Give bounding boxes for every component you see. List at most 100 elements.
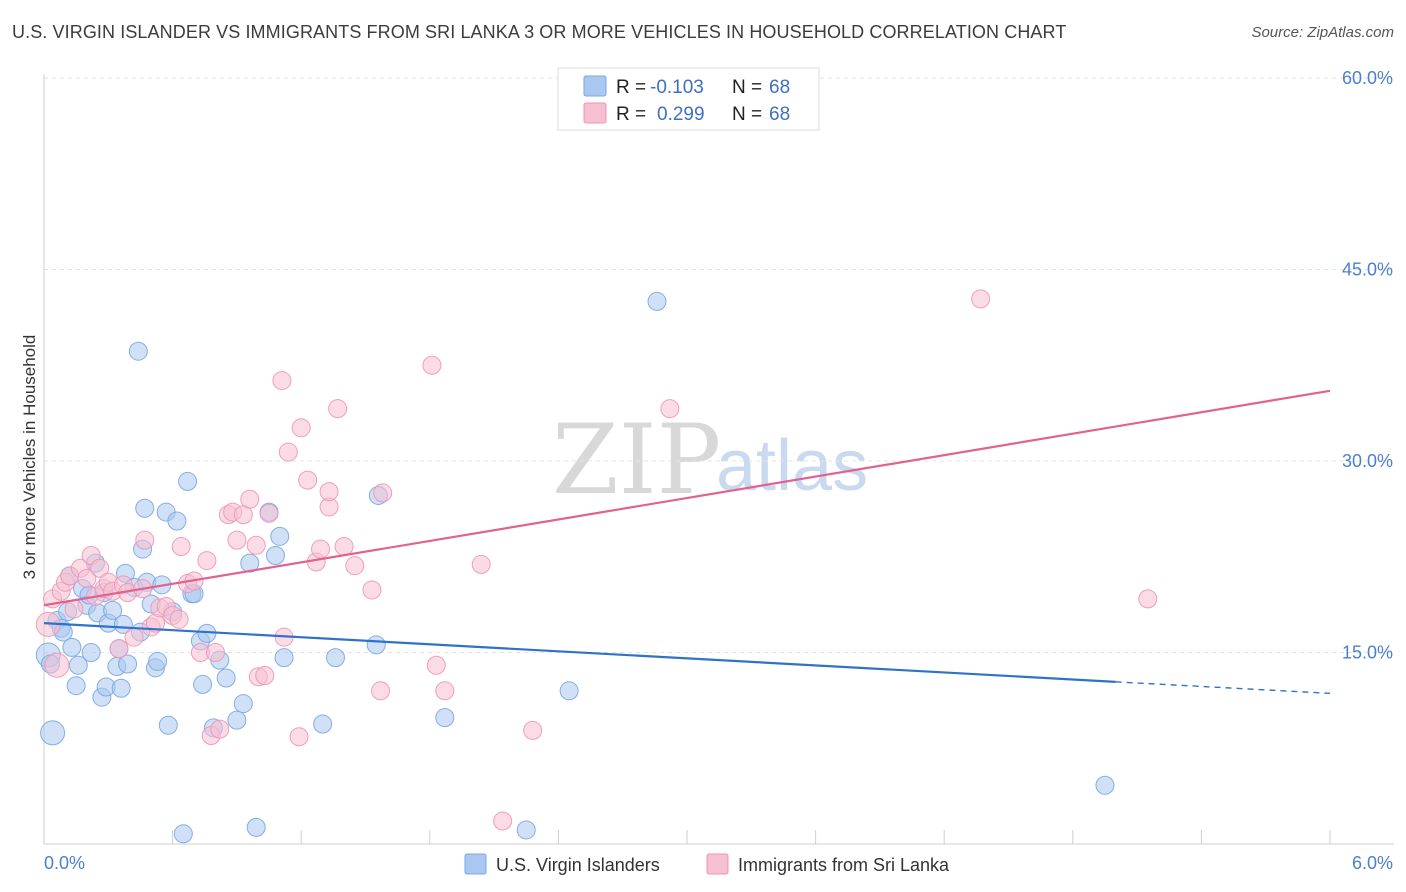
data-point xyxy=(240,489,260,509)
data-point xyxy=(62,637,82,657)
data-point xyxy=(345,556,365,576)
watermark-zip: ZIP xyxy=(552,404,721,516)
data-point xyxy=(40,720,66,746)
data-point xyxy=(167,511,187,531)
data-point xyxy=(373,483,393,503)
data-point xyxy=(313,714,333,734)
data-point xyxy=(493,811,513,831)
data-point xyxy=(523,720,543,740)
data-point xyxy=(371,681,391,701)
data-point xyxy=(291,418,311,438)
data-point xyxy=(270,526,290,546)
data-point xyxy=(124,627,144,647)
data-point xyxy=(298,470,318,490)
trend-line-virgin-islanders-extrapolated xyxy=(1115,681,1331,695)
legend-n-label-b: N = xyxy=(732,104,762,125)
legend-n-value-a: 68 xyxy=(769,77,790,98)
bottom-legend-label-virgin-islanders: U.S. Virgin Islanders xyxy=(496,855,660,875)
data-point xyxy=(216,668,236,688)
data-point xyxy=(205,643,225,662)
data-point xyxy=(233,694,253,714)
data-point xyxy=(310,539,330,559)
data-point xyxy=(158,715,178,735)
data-point xyxy=(265,545,285,565)
series-sri-lanka-points xyxy=(35,88,1158,831)
data-point xyxy=(169,609,189,629)
data-point xyxy=(422,355,442,375)
legend-r-value-b: 0.299 xyxy=(657,104,705,125)
y-tick-label: 15.0% xyxy=(1342,643,1393,663)
data-point xyxy=(227,710,247,730)
legend-swatch-sri-lanka xyxy=(583,102,607,124)
bottom-legend-swatch-virgin-islanders xyxy=(464,853,487,875)
data-point xyxy=(210,719,230,739)
bottom-legend-swatch-sri-lanka xyxy=(706,853,729,875)
legend-box: R = -0.103 N = 68 R = 0.299 N = 68 xyxy=(557,67,820,131)
data-point xyxy=(362,580,382,600)
trend-line-sri-lanka xyxy=(43,389,1331,607)
data-point xyxy=(135,530,155,550)
y-axis-label: 3 or more Vehicles in Household xyxy=(20,335,39,580)
legend-n-value-b: 68 xyxy=(769,104,790,125)
series-virgin-islanders-points xyxy=(35,291,1115,844)
data-point xyxy=(128,341,148,361)
y-tick-label: 45.0% xyxy=(1342,260,1393,280)
data-point xyxy=(516,820,536,840)
legend-swatch-virgin-islanders xyxy=(583,75,607,97)
data-point xyxy=(64,599,84,619)
trend-lines xyxy=(43,389,1331,695)
bottom-legend-label-sri-lanka: Immigrants from Sri Lanka xyxy=(738,855,950,875)
data-point xyxy=(118,654,138,674)
y-tick-label: 30.0% xyxy=(1342,451,1393,471)
x-axis-ticks: 0.0% 6.0% xyxy=(43,830,1393,873)
legend-r-label-a: R = xyxy=(616,77,646,98)
data-point xyxy=(328,399,348,419)
chart-title: U.S. VIRGIN ISLANDER VS IMMIGRANTS FROM … xyxy=(12,22,1067,42)
data-point xyxy=(435,681,455,701)
axes xyxy=(43,74,1394,845)
data-point xyxy=(259,503,279,523)
x-tick-label: 0.0% xyxy=(44,853,85,873)
data-point xyxy=(90,558,110,578)
data-point xyxy=(178,471,198,491)
bottom-legend: U.S. Virgin Islanders Immigrants from Sr… xyxy=(464,853,950,875)
legend-n-label-a: N = xyxy=(732,77,762,98)
data-point xyxy=(171,537,191,557)
data-point xyxy=(193,674,213,694)
data-point xyxy=(227,530,247,550)
data-point xyxy=(971,289,991,309)
data-point xyxy=(246,535,266,555)
data-point xyxy=(109,639,129,659)
data-point xyxy=(44,652,70,678)
y-axis-tick-labels: 15.0% 30.0% 45.0% 60.0% xyxy=(1342,68,1393,663)
trend-line-virgin-islanders xyxy=(43,622,1116,683)
data-point xyxy=(660,399,680,419)
data-point xyxy=(113,614,133,634)
data-point xyxy=(246,817,266,837)
y-tick-label: 60.0% xyxy=(1342,68,1393,88)
data-point xyxy=(135,498,155,518)
data-point xyxy=(272,371,292,391)
data-point xyxy=(278,442,298,462)
data-point xyxy=(255,665,275,685)
data-point xyxy=(435,708,455,728)
data-point xyxy=(240,553,260,573)
data-point xyxy=(197,551,217,571)
watermark-atlas: atlas xyxy=(716,426,868,506)
watermark: ZIP atlas xyxy=(552,404,868,516)
data-point xyxy=(426,655,446,675)
legend-r-value-a: -0.103 xyxy=(650,77,704,98)
data-point xyxy=(77,568,97,588)
x-tick-label: 6.0% xyxy=(1352,853,1393,873)
data-point xyxy=(148,651,168,671)
data-point xyxy=(289,727,309,747)
data-point xyxy=(1095,775,1115,795)
legend-r-label-b: R = xyxy=(616,104,646,125)
data-point xyxy=(66,676,86,696)
data-point xyxy=(111,678,131,698)
data-point xyxy=(647,291,667,311)
data-point xyxy=(1138,589,1158,609)
data-point xyxy=(103,600,123,620)
data-point xyxy=(471,554,491,574)
